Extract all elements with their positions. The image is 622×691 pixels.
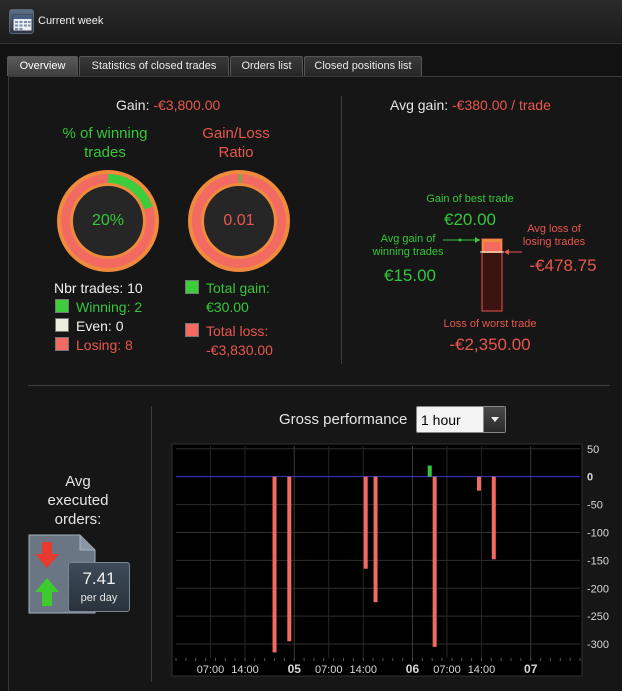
avg-gain-value: -€380.00 / trade	[452, 97, 551, 113]
y-tick-label: 0	[587, 472, 593, 484]
tab-statistics-of-closed-trades[interactable]: Statistics of closed trades	[79, 56, 229, 76]
performance-bar	[427, 465, 432, 477]
avg-win-value: €15.00	[384, 266, 436, 285]
y-tick-label: -300	[587, 639, 609, 651]
title-bar: Current week	[0, 0, 622, 44]
winning-count: Winning: 2	[76, 299, 143, 315]
avg-loss-value: -€478.75	[529, 256, 597, 275]
x-tick-label: 07:00	[315, 664, 343, 676]
performance-bar	[373, 476, 378, 603]
chevron-down-icon	[491, 417, 499, 422]
tab-orders-list[interactable]: Orders list	[230, 56, 303, 76]
horizontal-divider	[28, 385, 610, 386]
y-tick-label: -50	[587, 500, 603, 512]
best-trade-label: Gain of best trade	[426, 193, 514, 205]
window-title: Current week	[38, 15, 104, 27]
gain-loss-ratio-value: 0.01	[223, 212, 255, 229]
avg-win-label-line2: winning trades	[372, 246, 444, 258]
best-trade-value: €20.00	[444, 210, 496, 229]
avg-loss-label-line2: losing trades	[522, 236, 586, 248]
x-tick-label: 07	[524, 662, 538, 676]
y-tick-label: -100	[587, 527, 609, 539]
x-tick-label: 06	[406, 662, 420, 676]
x-tick-label: 14:00	[468, 664, 496, 676]
orders-value-card: 7.41 per day	[68, 562, 130, 612]
y-tick-label: 50	[587, 444, 599, 456]
avg-gain-label: Avg gain:	[390, 97, 453, 113]
winning-percent: 20%	[91, 212, 125, 229]
total-loss-swatch	[185, 323, 199, 337]
avg-win-label: Avg gain of winning trades	[366, 233, 450, 259]
even-swatch	[55, 318, 69, 332]
x-tick-label: 14:00	[349, 664, 377, 676]
vertical-divider-bottom	[151, 406, 152, 682]
ratio-title-line1: Gain/Loss	[202, 125, 270, 142]
worst-trade-label: Loss of worst trade	[443, 318, 537, 330]
performance-bar	[432, 476, 437, 647]
up-arrow-icon	[35, 578, 59, 606]
winning-title-line2: trades	[84, 144, 126, 161]
x-tick-label: 14:00	[231, 664, 259, 676]
losing-count: Losing: 8	[76, 337, 133, 353]
gain-summary: Gain: -€3,800.00	[116, 97, 220, 113]
interval-select[interactable]: 1 hour	[416, 406, 506, 433]
winning-trades-title: % of winning trades	[45, 124, 165, 162]
y-tick-label: -150	[587, 555, 609, 567]
interval-select-value: 1 hour	[421, 412, 461, 428]
gain-value: -€3,800.00	[153, 97, 221, 113]
avg-orders-line1: Avg	[65, 473, 91, 490]
avg-win-label-line1: Avg gain of	[380, 233, 436, 245]
performance-bar	[477, 476, 481, 491]
avg-orders-line2: executed	[47, 492, 109, 509]
avg-orders-line3: orders:	[54, 511, 102, 528]
calendar-icon[interactable]	[9, 9, 34, 34]
avg-orders-value: 7.41	[82, 569, 116, 588]
gross-performance-title: Gross performance	[279, 411, 408, 428]
worst-trade-value: -€2,350.00	[449, 335, 531, 354]
performance-bar	[272, 476, 277, 653]
y-tick-label: -250	[587, 611, 609, 623]
losing-swatch	[55, 337, 69, 351]
trade-range-bar	[443, 237, 522, 312]
gain-loss-ratio-donut	[188, 170, 290, 272]
nbr-trades: Nbr trades: 10	[54, 280, 143, 296]
avg-loss-label: Avg loss of losing trades	[520, 223, 588, 249]
avg-loss-label-line1: Avg loss of	[527, 223, 581, 235]
gain-label: Gain:	[116, 97, 154, 113]
avg-orders-unit: per day	[80, 592, 118, 604]
total-gain-label: Total gain:	[206, 280, 270, 296]
total-gain-value: €30.00	[206, 299, 249, 315]
vertical-divider-top	[341, 96, 342, 364]
down-arrow-icon	[35, 542, 59, 568]
avg-executed-orders-title: Avg executed orders:	[30, 472, 126, 529]
winning-trades-donut	[57, 170, 159, 272]
orders-icon-card: 7.41 per day	[28, 534, 130, 614]
winning-swatch	[55, 299, 69, 313]
performance-bar	[363, 476, 368, 569]
interval-dropdown-button[interactable]	[483, 407, 505, 432]
x-tick-label: 07:00	[433, 664, 461, 676]
performance-bar	[491, 476, 496, 560]
ratio-title-line2: Ratio	[218, 144, 254, 161]
winning-title-line1: % of winning	[62, 125, 148, 142]
performance-bar	[287, 476, 292, 642]
tab-closed-positions-list[interactable]: Closed positions list	[304, 56, 422, 76]
total-loss-value: -€3,830.00	[206, 342, 273, 358]
even-count: Even: 0	[76, 318, 124, 334]
gain-loss-ratio-title: Gain/Loss Ratio	[176, 124, 296, 162]
x-tick-label: 07:00	[197, 664, 225, 676]
avg-gain-summary: Avg gain: -€380.00 / trade	[390, 97, 551, 113]
x-tick-label: 05	[288, 662, 302, 676]
total-loss-label: Total loss:	[206, 323, 269, 339]
y-tick-label: -200	[587, 583, 609, 595]
total-gain-swatch	[185, 280, 199, 294]
tab-overview[interactable]: Overview	[7, 56, 78, 76]
